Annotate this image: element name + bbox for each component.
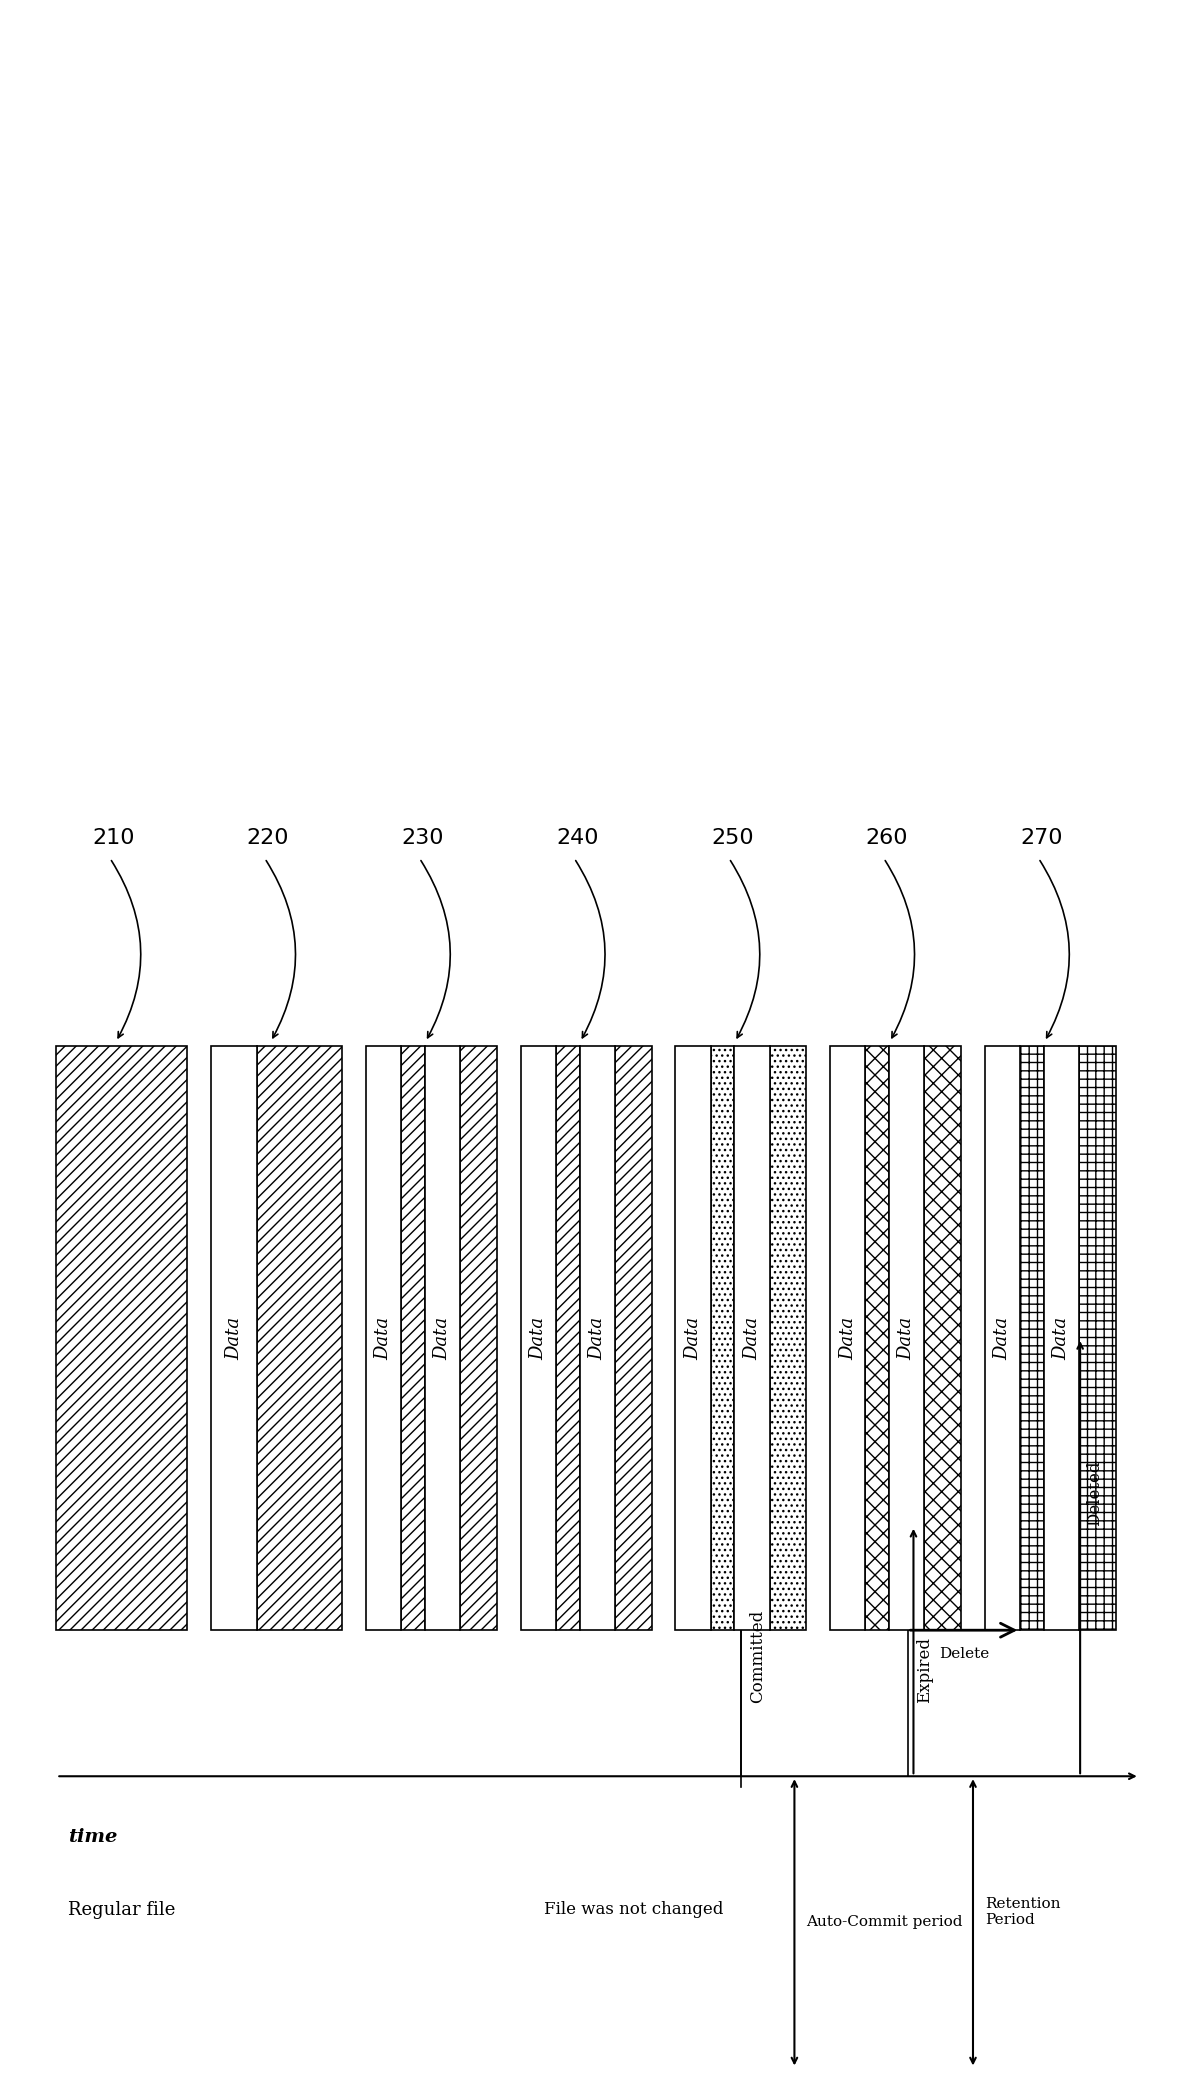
Text: Expired: Expired xyxy=(916,1638,933,1703)
Bar xyxy=(676,1046,710,1630)
Text: Data: Data xyxy=(1052,1316,1070,1360)
Bar xyxy=(866,1046,889,1630)
Bar xyxy=(770,1046,806,1630)
Text: File was not changed: File was not changed xyxy=(544,1902,724,1918)
Bar xyxy=(366,1046,401,1630)
Text: Regular file: Regular file xyxy=(68,1902,176,1920)
Bar xyxy=(710,1046,734,1630)
Bar xyxy=(830,1046,866,1630)
Text: 230: 230 xyxy=(402,828,444,847)
Bar xyxy=(1079,1046,1116,1630)
Bar xyxy=(425,1046,460,1630)
Text: Data: Data xyxy=(838,1316,856,1360)
Text: Data: Data xyxy=(588,1316,606,1360)
Text: 270: 270 xyxy=(1020,828,1063,847)
Text: Auto-Commit period: Auto-Commit period xyxy=(806,1916,963,1929)
Text: Data: Data xyxy=(994,1316,1012,1360)
Bar xyxy=(520,1046,556,1630)
Text: 210: 210 xyxy=(92,828,135,847)
Text: 260: 260 xyxy=(866,828,908,847)
Text: Delete: Delete xyxy=(939,1646,989,1661)
Text: 240: 240 xyxy=(556,828,599,847)
Bar xyxy=(734,1046,770,1630)
Text: Data: Data xyxy=(530,1316,548,1360)
Text: Data: Data xyxy=(684,1316,702,1360)
Text: Data: Data xyxy=(433,1316,451,1360)
Text: 220: 220 xyxy=(246,828,289,847)
Text: Deleted: Deleted xyxy=(1086,1460,1103,1525)
Bar xyxy=(460,1046,496,1630)
Bar xyxy=(212,1046,257,1630)
Bar xyxy=(401,1046,425,1630)
Bar xyxy=(257,1046,342,1630)
Bar xyxy=(889,1046,925,1630)
Bar xyxy=(1020,1046,1044,1630)
Text: Committed: Committed xyxy=(749,1611,767,1703)
Text: Data: Data xyxy=(743,1316,761,1360)
Bar xyxy=(580,1046,615,1630)
Text: time: time xyxy=(68,1828,117,1847)
Text: Data: Data xyxy=(225,1316,243,1360)
Bar xyxy=(56,1046,188,1630)
Bar xyxy=(925,1046,962,1630)
Bar xyxy=(615,1046,652,1630)
Bar xyxy=(984,1046,1020,1630)
Text: 250: 250 xyxy=(712,828,753,847)
Bar xyxy=(1044,1046,1079,1630)
Bar xyxy=(556,1046,580,1630)
Text: Data: Data xyxy=(898,1316,916,1360)
Text: Retention
Period: Retention Period xyxy=(984,1897,1061,1927)
Text: Data: Data xyxy=(374,1316,392,1360)
